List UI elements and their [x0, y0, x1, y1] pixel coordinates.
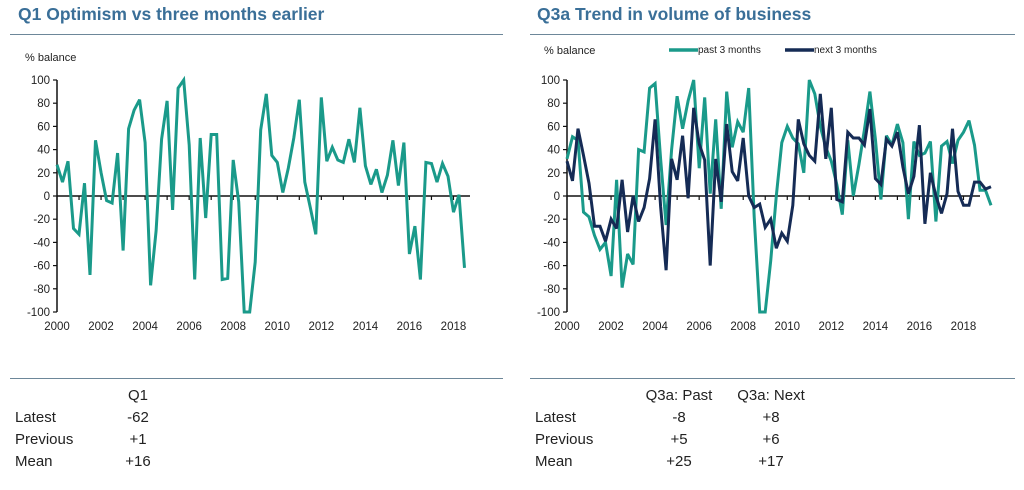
stats-row-label: Mean — [535, 453, 573, 470]
stats-row-label: Previous — [535, 431, 594, 448]
stats-row-label: Mean — [15, 453, 53, 470]
stats-header-row: Q3a: Past Q3a: Next — [535, 385, 817, 407]
x-tick-label: 2006 — [176, 321, 202, 333]
y-axis-label: % balance — [25, 52, 76, 64]
legend-label-past: past 3 months — [698, 45, 761, 56]
y-tick-label: -100 — [27, 307, 50, 319]
y-tick-labels: 100 80 60 40 20 0 -20 -40 -60 -80 -100 — [537, 75, 560, 319]
stats-value: +17 — [758, 453, 784, 470]
y-tick-label: 60 — [547, 121, 560, 133]
x-tick-label: 2012 — [819, 321, 845, 333]
y-axis-label: % balance — [544, 45, 595, 57]
y-tick-label: 100 — [31, 75, 50, 87]
x-tick-label: 2014 — [863, 321, 889, 333]
x-tick-label: 2008 — [730, 321, 756, 333]
stats-value: +8 — [762, 409, 780, 426]
x-tick-labels: 2000 2002 2004 2006 2008 2010 2012 2014 2016 2018 — [554, 321, 976, 333]
y-tick-label: -20 — [543, 214, 560, 226]
y-tick-label: 80 — [37, 98, 50, 110]
stats-value: +1 — [129, 431, 147, 448]
stats-value: -8 — [672, 409, 686, 426]
series-group — [565, 79, 993, 314]
y-tick-label: 100 — [541, 75, 560, 87]
x-tick-label: 2000 — [554, 321, 580, 333]
series-line-next-3-months — [565, 93, 992, 271]
y-tick-label: 40 — [547, 145, 560, 157]
stats-value: -62 — [127, 409, 149, 426]
stats-table: Q1 Latest -62 Previous +1 Mean +16 — [15, 385, 163, 473]
x-tick-label: 2004 — [132, 321, 158, 333]
stats-divider — [530, 378, 1015, 379]
stats-row-latest: Latest -62 — [15, 407, 163, 429]
x-tick-labels: 2000 2002 2004 2006 2008 2010 2012 2014 2016 2018 — [44, 321, 466, 333]
stats-row-label: Previous — [15, 431, 74, 448]
stats-row-previous: Previous +5 +6 — [535, 429, 817, 451]
x-tick-label: 2002 — [88, 321, 114, 333]
panel-q3a-volume: Q3a Trend in volume of business % balanc… — [512, 0, 1024, 490]
stats-header-row: Q1 — [15, 385, 163, 407]
stats-value: +25 — [666, 453, 692, 470]
stats-table: Q3a: Past Q3a: Next Latest -8 +8 Previou… — [535, 385, 817, 473]
y-tick-label: -100 — [537, 307, 560, 319]
x-tick-label: 2012 — [309, 321, 335, 333]
stats-value: +6 — [762, 431, 780, 448]
stats-row-mean: Mean +25 +17 — [535, 451, 817, 473]
y-tick-label: 40 — [37, 145, 50, 157]
series-group — [55, 75, 466, 314]
stats-row-label: Latest — [535, 409, 576, 426]
series-line-q1 — [55, 75, 466, 314]
x-tick-label: 2010 — [774, 321, 800, 333]
stats-corner — [535, 385, 633, 407]
x-tick-label: 2016 — [397, 321, 423, 333]
y-tick-label: 20 — [37, 168, 50, 180]
y-tick-label: -80 — [33, 284, 50, 296]
panel-q1-optimism: Q1 Optimism vs three months earlier % ba… — [10, 4, 503, 473]
x-tick-label: 2004 — [642, 321, 668, 333]
x-tick-label: 2018 — [441, 321, 467, 333]
chart-q3a-volume: % balance past 3 months next 3 months 10… — [537, 45, 993, 333]
stats-column-header: Q1 — [127, 387, 148, 404]
stats-row-mean: Mean +16 — [15, 451, 163, 473]
axes — [563, 79, 980, 313]
legend-label-next: next 3 months — [814, 45, 877, 56]
y-tick-label: -60 — [33, 261, 50, 273]
y-tick-label: 60 — [37, 121, 50, 133]
y-tick-label: 20 — [547, 168, 560, 180]
y-tick-label: 0 — [554, 191, 560, 203]
stats-divider — [10, 378, 503, 379]
x-tick-label: 2002 — [598, 321, 624, 333]
x-tick-label: 2010 — [264, 321, 290, 333]
chart-title: Q3a Trend in volume of business — [537, 4, 812, 24]
stats-row-label: Latest — [15, 409, 56, 426]
y-tick-label: 80 — [547, 98, 560, 110]
legend: past 3 months next 3 months — [669, 45, 877, 56]
y-tick-label: -40 — [33, 237, 50, 249]
y-tick-label: 0 — [44, 191, 50, 203]
stats-column-header: Q3a: Past — [645, 387, 713, 404]
y-tick-label: -60 — [543, 261, 560, 273]
stats-row-previous: Previous +1 — [15, 429, 163, 451]
x-tick-label: 2018 — [951, 321, 977, 333]
x-tick-label: 2008 — [220, 321, 246, 333]
x-tick-label: 2006 — [686, 321, 712, 333]
stats-corner — [15, 385, 113, 407]
title-divider — [530, 34, 1015, 35]
chart-title: Q1 Optimism vs three months earlier — [18, 4, 325, 24]
x-tick-label: 2000 — [44, 321, 70, 333]
stats-column-header: Q3a: Next — [737, 387, 805, 404]
y-tick-label: -20 — [33, 214, 50, 226]
chart-q1-optimism: % balance 100 80 60 40 20 0 -20 -40 -60 -80 -100 2… — [25, 52, 470, 333]
stats-value: +16 — [125, 453, 151, 470]
x-tick-label: 2016 — [907, 321, 933, 333]
y-tick-label: -80 — [543, 284, 560, 296]
y-tick-label: -40 — [543, 237, 560, 249]
y-tick-labels: 100 80 60 40 20 0 -20 -40 -60 -80 -100 — [27, 75, 50, 319]
x-tick-label: 2014 — [353, 321, 379, 333]
stats-row-latest: Latest -8 +8 — [535, 407, 817, 429]
stats-value: +5 — [670, 431, 688, 448]
title-divider — [10, 34, 503, 35]
